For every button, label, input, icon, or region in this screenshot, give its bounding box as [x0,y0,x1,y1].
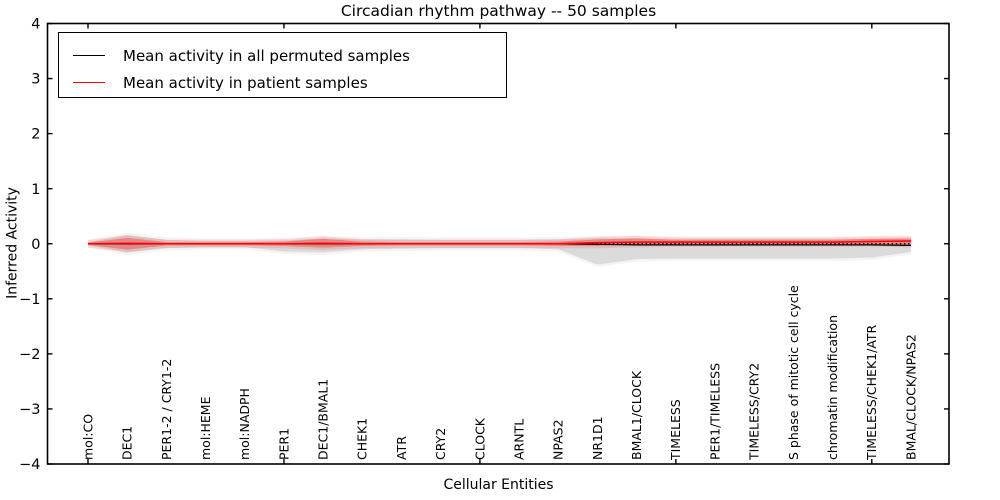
y-tick-label: −1 [19,292,40,308]
entity-label: PER1 [276,428,291,460]
entity-label: PER1/TIMELESS [707,363,722,460]
legend-item-0: Mean activity in all permuted samples [73,42,506,69]
y-tick-label: 1 [31,182,40,198]
entity-label: S phase of mitotic cell cycle [786,285,801,460]
permuted-samples-range-halo [88,232,911,268]
legend-item-1: Mean activity in patient samples [73,69,506,96]
entity-label: ATR [394,436,409,460]
y-tick-label: 0 [31,237,40,253]
legend-line-swatch [73,82,105,83]
entity-label: mol:NADPH [237,388,252,460]
y-tick-label: 4 [31,17,40,33]
entity-label: TIMELESS [668,399,683,461]
y-tick-label: 3 [31,72,40,88]
entity-label: DEC1 [120,426,135,460]
entity-label: mol:HEME [198,396,213,460]
legend-label: Mean activity in patient samples [123,73,368,92]
entity-label: PER1-2 / CRY1-2 [159,359,174,460]
entity-label: CHEK1 [355,418,370,460]
legend-line-swatch [73,55,105,56]
entity-label: TIMELESS/CHEK1/ATR [864,324,879,461]
entity-label: TIMELESS/CRY2 [747,363,762,461]
entity-label: CRY2 [433,428,448,460]
entity-label: DEC1/BMAL1 [316,379,331,460]
entity-label: ARNTL [511,419,526,460]
chart-title: Circadian rhythm pathway -- 50 samples [340,2,657,20]
series-line-1 [87,240,912,245]
y-tick-label: −4 [19,457,40,473]
entity-label: BMAL1/CLOCK [629,370,644,460]
entity-label: BMAL/CLOCK/NPAS2 [903,334,918,460]
legend-box: Mean activity in all permuted samples Mea… [58,32,507,98]
legend-label: Mean activity in all permuted samples [123,46,410,65]
y-tick-label: −3 [19,402,40,418]
entity-label: NR1D1 [590,416,605,460]
entity-label: mol:CO [80,414,95,460]
x-axis-label: Cellular Entities [443,477,554,493]
entity-label: NPAS2 [551,419,566,460]
y-tick-label: −2 [19,347,40,363]
y-axis-label: Inferred Activity [4,187,21,299]
entity-label: CLOCK [472,417,487,460]
y-tick-label: 2 [31,127,40,143]
entity-label: chromatin modification [825,315,840,460]
